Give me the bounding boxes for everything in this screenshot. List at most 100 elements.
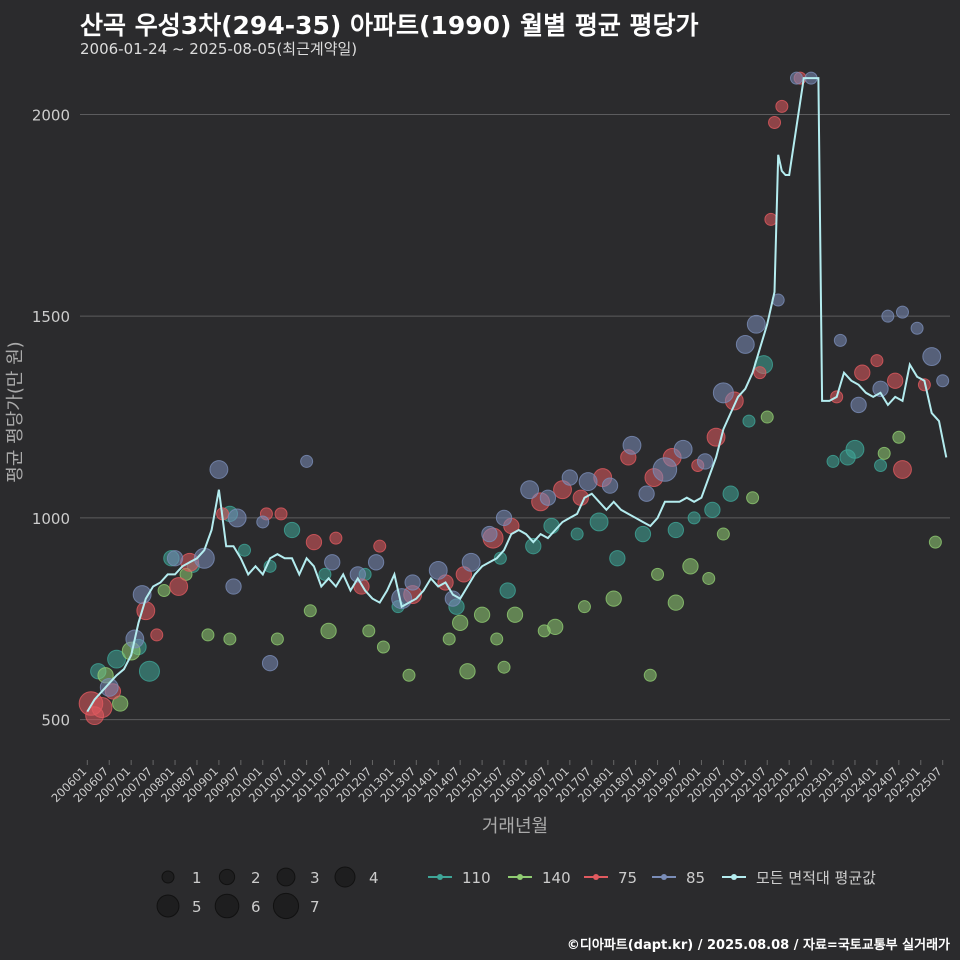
data-point	[667, 594, 684, 611]
size-legend-symbol	[272, 892, 300, 920]
data-point	[702, 571, 716, 585]
data-point	[320, 622, 337, 640]
legend-label: 85	[686, 869, 705, 887]
legend-marker	[593, 874, 599, 880]
data-point	[225, 578, 242, 595]
data-point	[402, 668, 416, 682]
data-point	[874, 458, 888, 472]
data-point	[760, 410, 774, 424]
size-legend-symbol	[276, 867, 296, 887]
data-point	[305, 533, 323, 551]
data-point	[376, 640, 390, 654]
legend-label: 모든 면적대 평균값	[756, 869, 876, 887]
data-point	[877, 446, 891, 460]
size-legend: 1 2 3 4 5 6 7	[156, 866, 379, 920]
data-point	[673, 439, 693, 459]
data-point	[872, 380, 889, 397]
data-point	[833, 333, 847, 347]
data-point	[589, 512, 609, 532]
data-point	[169, 577, 189, 596]
data-point	[547, 618, 564, 636]
size-legend-label: 7	[310, 898, 320, 916]
data-point	[870, 354, 884, 368]
data-point	[696, 453, 714, 470]
size-legend-label: 2	[251, 869, 261, 887]
data-point	[643, 668, 657, 682]
data-point	[283, 521, 301, 539]
data-point	[687, 511, 701, 525]
data-point	[936, 374, 950, 388]
data-point	[928, 535, 942, 549]
data-point	[452, 614, 469, 631]
data-point	[497, 660, 511, 674]
color-legend: 110 140 75 85 모든 면적대 평균값	[428, 869, 876, 887]
data-point	[209, 460, 229, 479]
data-point	[539, 489, 557, 506]
data-point	[495, 509, 513, 527]
data-point	[270, 632, 284, 646]
data-point	[789, 71, 803, 85]
data-point	[561, 469, 578, 486]
data-point	[428, 560, 448, 580]
data-point	[652, 457, 678, 482]
legend-marker	[731, 874, 737, 880]
data-point	[157, 584, 171, 598]
size-legend-label: 1	[192, 869, 202, 887]
data-point	[742, 414, 756, 428]
scatter-points	[78, 71, 950, 726]
data-point	[261, 655, 279, 672]
size-legend-symbol	[214, 893, 240, 919]
data-point	[318, 567, 332, 581]
data-point	[459, 663, 476, 680]
chart-subtitle: 2006-01-24 ~ 2025-08-05(최근계약일)	[80, 40, 358, 58]
legend-marker	[661, 874, 667, 880]
data-point	[442, 632, 456, 646]
average-line	[86, 77, 948, 713]
data-point	[404, 574, 421, 591]
data-point	[362, 624, 376, 638]
data-point	[570, 527, 584, 541]
data-point	[274, 507, 288, 521]
size-legend-label: 5	[192, 898, 202, 916]
legend-label: 140	[542, 869, 571, 887]
data-point	[112, 695, 129, 712]
data-point	[712, 382, 734, 404]
data-point	[775, 99, 789, 113]
data-point	[520, 480, 540, 500]
data-point	[166, 550, 184, 567]
data-point	[506, 606, 524, 623]
legend-label: 110	[462, 869, 491, 887]
data-point	[349, 566, 366, 583]
y-tick-label: 2000	[32, 106, 70, 124]
data-point	[638, 485, 655, 502]
data-point	[753, 366, 767, 380]
data-point	[577, 600, 591, 614]
size-legend-symbol	[218, 868, 236, 886]
y-tick-label: 500	[41, 712, 70, 730]
data-point	[910, 321, 924, 335]
y-axis-label: 평균 평당가(만 원)	[5, 341, 26, 482]
data-point	[227, 508, 247, 528]
data-point	[300, 454, 314, 468]
data-point	[609, 550, 626, 567]
size-legend-symbol	[156, 894, 180, 918]
data-point	[223, 632, 237, 646]
data-point	[473, 606, 491, 623]
data-point	[826, 454, 840, 468]
data-point	[850, 396, 867, 414]
data-point	[895, 305, 909, 319]
data-point	[461, 552, 481, 572]
data-point	[746, 314, 766, 334]
y-tick-label: 1000	[32, 510, 70, 528]
data-point	[893, 460, 912, 479]
data-point	[601, 477, 619, 494]
data-point	[91, 697, 113, 719]
data-point	[373, 539, 387, 553]
data-point	[722, 485, 739, 502]
data-point	[922, 347, 942, 366]
footer-credit: ©디아파트(dapt.kr) / 2025.08.08 / 자료=국토교통부 실…	[566, 938, 950, 953]
data-point	[329, 531, 343, 545]
data-point	[716, 527, 730, 541]
legend-marker	[437, 874, 443, 880]
